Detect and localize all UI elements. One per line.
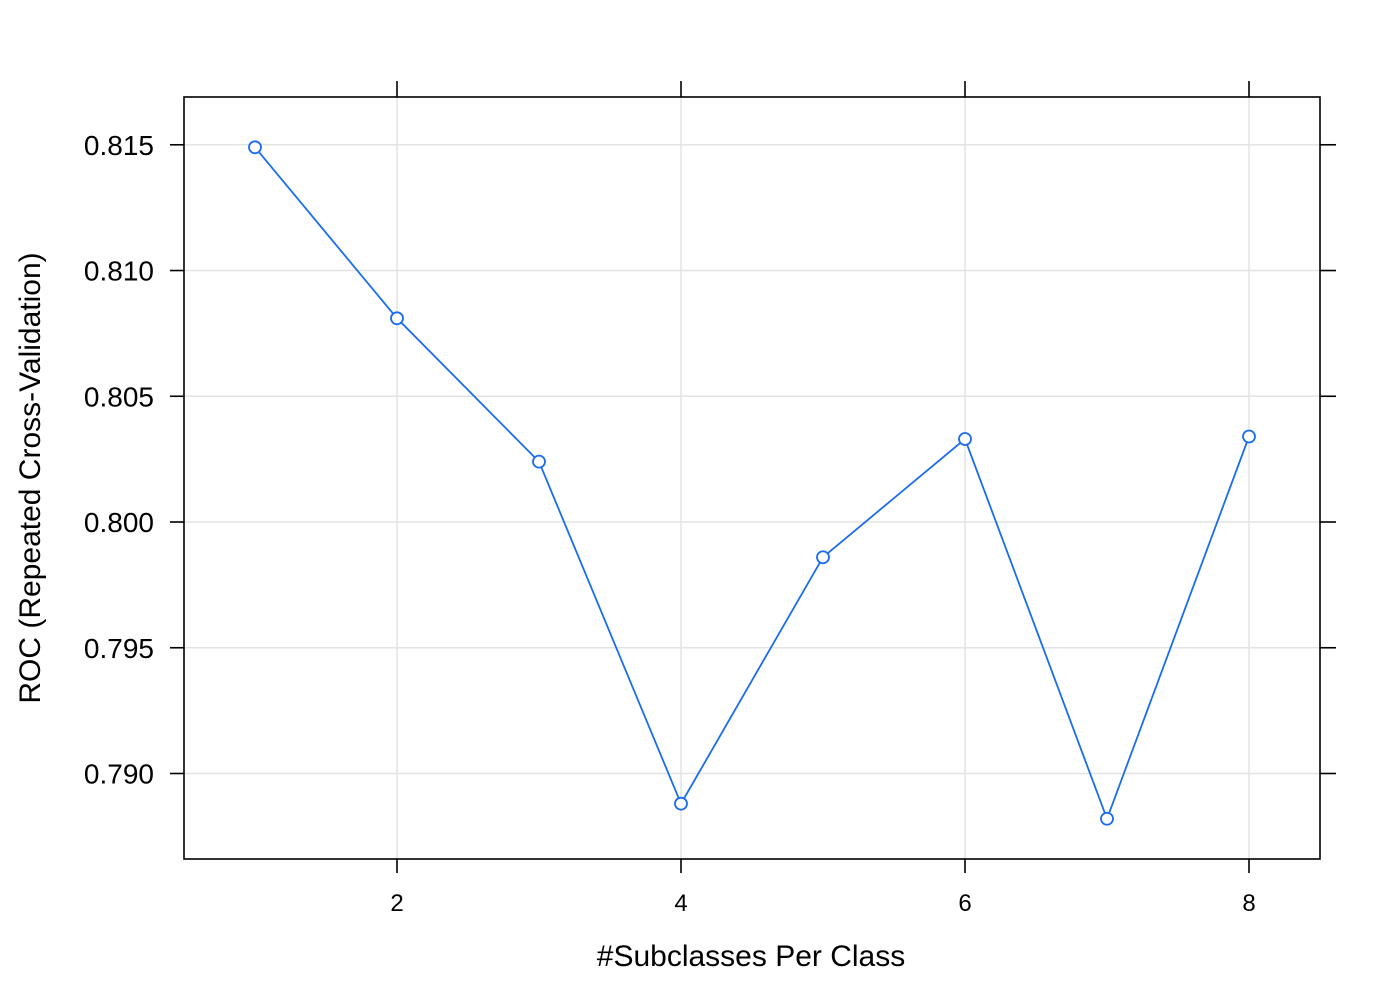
series-layer [248, 140, 1256, 826]
y-tick-label: 0.810 [84, 256, 154, 287]
gridlines [184, 97, 1320, 859]
y-tick-label: 0.805 [84, 381, 154, 412]
x-tick-label: 8 [1242, 890, 1255, 917]
x-axis-title: #Subclasses Per Class [597, 940, 905, 973]
y-tick-label: 0.790 [84, 758, 154, 789]
axis-ticks [170, 81, 1336, 873]
data-point [1100, 811, 1114, 826]
y-tick-label: 0.815 [84, 130, 154, 161]
plot-frame [183, 96, 1321, 860]
data-point [816, 550, 830, 565]
x-tick-label: 4 [674, 890, 687, 917]
data-point [390, 311, 404, 326]
y-axis-title: ROC (Repeated Cross-Validation) [14, 252, 47, 703]
data-point [532, 454, 546, 469]
y-tick-label: 0.795 [84, 633, 154, 664]
data-point [248, 140, 262, 155]
data-point [1242, 429, 1256, 444]
x-tick-label: 2 [390, 890, 403, 917]
series-line [254, 146, 1250, 822]
tick-labels: 2 4 6 8 0.790 0.795 0.800 0.805 0.810 0.815 [84, 130, 1256, 917]
x-tick-label: 6 [958, 890, 971, 917]
y-tick-label: 0.800 [84, 507, 154, 538]
data-point [958, 432, 972, 446]
data-point [674, 796, 688, 811]
